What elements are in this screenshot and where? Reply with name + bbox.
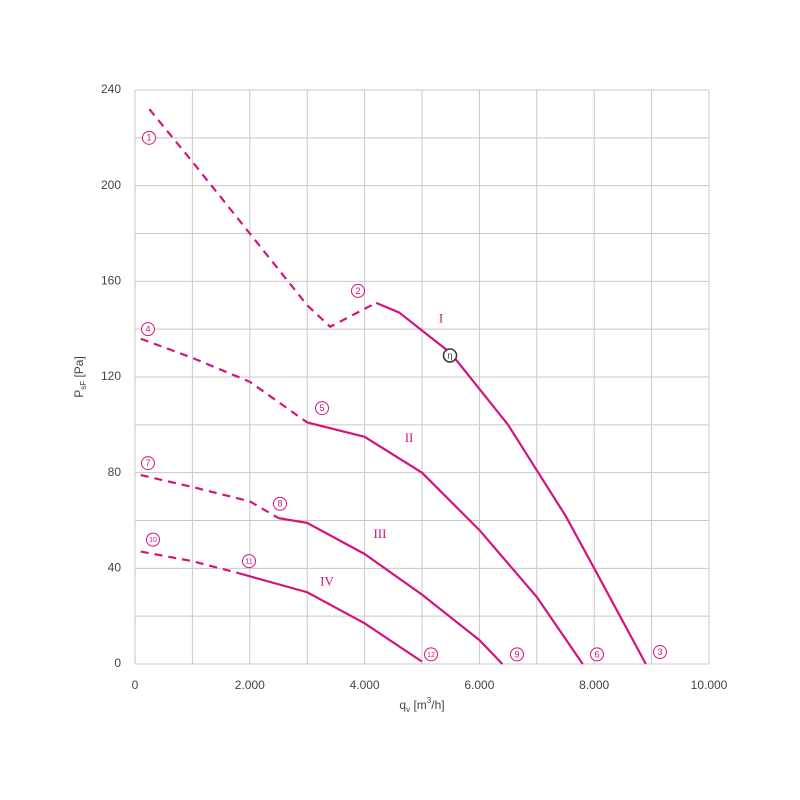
- x-tick-label: 0: [132, 678, 139, 692]
- x-axis-label-part: 3: [427, 696, 432, 705]
- annotation: 5: [320, 403, 325, 413]
- curve-dashed: [140, 337, 308, 424]
- curve-solid: [306, 421, 584, 665]
- y-tick-label: 40: [108, 561, 122, 575]
- series-label: I: [439, 311, 443, 326]
- y-tick-label: 80: [108, 465, 122, 479]
- x-axis-label-part: [m: [410, 698, 427, 712]
- series-label: III: [373, 526, 386, 541]
- x-axis-label-part: v: [406, 705, 410, 714]
- annotation-circle: [315, 401, 330, 416]
- y-tick-label: 160: [101, 274, 121, 288]
- x-axis-label: qv [m3/h]: [399, 696, 444, 714]
- curve-solid: [375, 301, 647, 665]
- y-axis-label-part: sF: [79, 381, 88, 390]
- x-axis-label-part: /h]: [431, 698, 444, 712]
- x-tick-label: 8.000: [579, 678, 609, 692]
- annotation-circle: [140, 322, 155, 337]
- annotation: 6: [595, 649, 600, 659]
- y-axis-label-part: P: [72, 390, 86, 398]
- annotation: 2: [355, 286, 360, 296]
- y-tick-label: 200: [101, 178, 121, 192]
- curve-solid: [238, 572, 423, 663]
- y-tick-label: 240: [101, 82, 121, 96]
- annotation: 11: [245, 559, 252, 566]
- annotation-circle: [350, 283, 365, 298]
- series-label: IV: [320, 574, 334, 589]
- x-axis-label-part: q: [399, 698, 406, 712]
- curve-dashed: [140, 550, 239, 575]
- annotation-circle: [424, 647, 439, 662]
- x-tick-label: 2.000: [235, 678, 265, 692]
- x-tick-label: 10.000: [691, 678, 728, 692]
- y-tick-label: 120: [101, 369, 121, 383]
- annotation: 8: [277, 499, 282, 509]
- annotation-circle: [142, 130, 157, 145]
- annotation-circle: [272, 496, 287, 511]
- annotation: 3: [657, 647, 662, 657]
- annotation-circle: [442, 348, 458, 363]
- annotation-circle: [590, 647, 605, 662]
- curve-dashed: [148, 108, 377, 329]
- annotation: 12: [427, 652, 435, 659]
- annotation: 10: [149, 537, 157, 544]
- annotation-circle: [140, 456, 155, 471]
- annotation: η: [448, 350, 453, 360]
- curve-solid: [278, 517, 504, 665]
- y-tick-label: 0: [114, 656, 121, 670]
- annotation-circle: [241, 554, 256, 569]
- annotation-circle: [146, 532, 161, 547]
- x-tick-label: 4.000: [350, 678, 380, 692]
- y-axis-label-part: [Pa]: [72, 356, 86, 381]
- annotation: 9: [514, 649, 519, 659]
- curve-dashed: [140, 473, 280, 520]
- series-label: II: [405, 430, 414, 445]
- annotation: 1: [146, 133, 151, 143]
- annotation-circle: [652, 645, 667, 660]
- annotation: 7: [145, 458, 150, 468]
- annotation: 4: [145, 324, 150, 334]
- annotation-circle: [509, 647, 524, 662]
- x-tick-label: 6.000: [464, 678, 494, 692]
- y-axis-label: PsF [Pa]: [72, 356, 88, 398]
